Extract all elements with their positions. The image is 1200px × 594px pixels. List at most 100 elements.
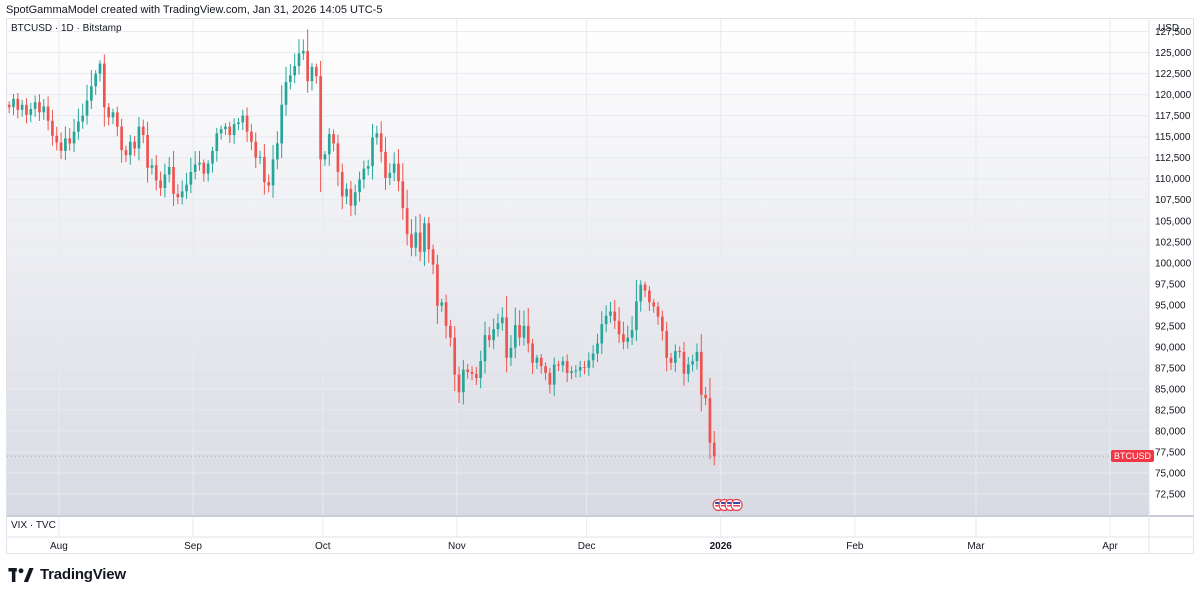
candle[interactable] — [77, 108, 80, 140]
candle[interactable] — [228, 121, 232, 143]
candle[interactable] — [388, 163, 392, 186]
candle[interactable] — [154, 155, 158, 191]
candle[interactable] — [250, 124, 253, 151]
candle[interactable] — [232, 118, 236, 144]
candle[interactable] — [55, 126, 59, 151]
candle[interactable] — [327, 127, 331, 166]
candle[interactable] — [626, 325, 630, 349]
candle[interactable] — [591, 345, 595, 369]
candle[interactable] — [141, 119, 145, 144]
candle[interactable] — [224, 123, 227, 136]
candle[interactable] — [115, 106, 119, 137]
candle[interactable] — [483, 321, 487, 374]
candle[interactable] — [211, 146, 214, 173]
candle[interactable] — [518, 310, 521, 347]
candle[interactable] — [107, 103, 110, 126]
candle[interactable] — [167, 157, 171, 183]
candle[interactable] — [301, 39, 305, 60]
candle[interactable] — [379, 121, 383, 163]
candle[interactable] — [29, 102, 33, 123]
candle[interactable] — [665, 322, 669, 372]
candle[interactable] — [180, 180, 184, 205]
candle[interactable] — [198, 150, 201, 171]
candle[interactable] — [444, 294, 448, 339]
candle[interactable] — [284, 66, 288, 116]
candle[interactable] — [306, 29, 309, 93]
candle[interactable] — [72, 118, 76, 153]
candle[interactable] — [487, 326, 491, 348]
candle[interactable] — [120, 118, 123, 163]
candle[interactable] — [496, 313, 500, 337]
candle[interactable] — [314, 63, 318, 84]
candle[interactable] — [673, 344, 677, 372]
candle[interactable] — [332, 129, 335, 152]
candle[interactable] — [51, 109, 54, 146]
candle[interactable] — [310, 63, 314, 91]
candle[interactable] — [423, 217, 426, 267]
candle[interactable] — [691, 354, 694, 372]
candle[interactable] — [457, 366, 461, 404]
candle[interactable] — [669, 352, 673, 370]
candle[interactable] — [639, 280, 643, 312]
candle[interactable] — [678, 346, 681, 358]
candle[interactable] — [375, 125, 379, 145]
candle[interactable] — [539, 354, 543, 374]
candle[interactable] — [475, 366, 478, 386]
candle[interactable] — [85, 84, 89, 125]
candle[interactable] — [245, 107, 249, 142]
candle[interactable] — [427, 217, 431, 263]
candle[interactable] — [384, 136, 387, 191]
candle[interactable] — [163, 163, 167, 198]
candle[interactable] — [617, 307, 621, 344]
candle[interactable] — [509, 335, 513, 366]
candle[interactable] — [94, 70, 98, 95]
candle[interactable] — [133, 135, 136, 157]
candle[interactable] — [128, 134, 132, 165]
candle[interactable] — [695, 343, 699, 370]
candle[interactable] — [548, 367, 552, 394]
candle[interactable] — [513, 307, 517, 359]
candle[interactable] — [531, 338, 534, 374]
candle[interactable] — [349, 180, 353, 217]
candle[interactable] — [102, 54, 106, 127]
candle[interactable] — [137, 116, 141, 161]
candle[interactable] — [371, 123, 374, 180]
candle[interactable] — [440, 298, 444, 312]
candle[interactable] — [271, 145, 275, 198]
candle[interactable] — [682, 341, 686, 386]
candle[interactable] — [583, 361, 586, 375]
candle[interactable] — [656, 301, 660, 325]
candle[interactable] — [16, 92, 20, 119]
candle[interactable] — [643, 281, 647, 298]
candle[interactable] — [635, 279, 638, 341]
candle[interactable] — [462, 359, 465, 405]
candle[interactable] — [263, 144, 266, 195]
candle[interactable] — [410, 219, 413, 257]
candle[interactable] — [699, 334, 703, 412]
candle[interactable] — [648, 286, 651, 311]
candle[interactable] — [604, 305, 608, 333]
candle[interactable] — [600, 311, 604, 355]
candle[interactable] — [215, 127, 219, 162]
candle[interactable] — [492, 318, 495, 349]
candle[interactable] — [661, 310, 664, 341]
candle[interactable] — [505, 296, 508, 373]
candle[interactable] — [652, 298, 656, 313]
candle[interactable] — [570, 366, 573, 380]
candle[interactable] — [81, 103, 85, 129]
candle[interactable] — [176, 184, 180, 205]
candle[interactable] — [25, 98, 28, 124]
candle[interactable] — [172, 150, 175, 207]
candle[interactable] — [33, 95, 37, 117]
tradingview-logo[interactable]: TradingView — [8, 566, 126, 583]
candle[interactable] — [68, 128, 72, 151]
candle[interactable] — [202, 159, 206, 182]
candle[interactable] — [20, 99, 24, 117]
sub-pane-symbol-label[interactable]: VIX · TVC — [11, 520, 56, 531]
candle[interactable] — [254, 132, 258, 168]
candle[interactable] — [449, 319, 452, 347]
candle[interactable] — [59, 132, 63, 160]
candle[interactable] — [46, 96, 50, 131]
candle[interactable] — [479, 350, 483, 389]
